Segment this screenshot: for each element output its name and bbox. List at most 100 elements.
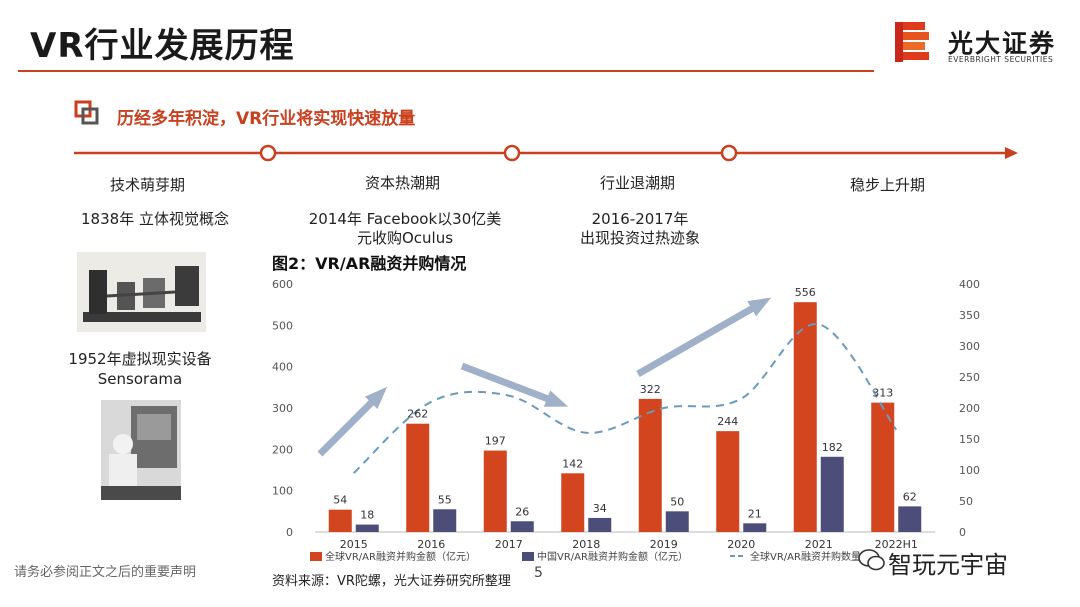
global-bar <box>793 302 817 532</box>
y-left-tick: 100 <box>272 485 293 498</box>
global-bar <box>638 398 662 532</box>
section-subtitle: 历经多年积淀，VR行业将实现快速放量 <box>117 109 416 129</box>
x-tick-label: 2019 <box>650 538 678 551</box>
global-bar <box>561 473 585 532</box>
y-left-tick: 600 <box>272 278 293 291</box>
y-left-tick: 500 <box>272 319 293 332</box>
y-left-tick: 200 <box>272 443 293 456</box>
figure-title: 图2：VR/AR融资并购情况 <box>272 254 467 273</box>
stage-label-2: 资本热潮期 <box>364 174 440 192</box>
stage-label-3: 行业退潮期 <box>599 174 675 192</box>
china-bar <box>665 511 689 532</box>
y-left-tick: 0 <box>286 526 293 539</box>
y-right-tick: 0 <box>959 526 966 539</box>
global-bar-label: 244 <box>717 415 738 428</box>
global-bar <box>483 450 507 532</box>
vr-ar-financing-chart: 0 100 200 300 400 500 600 0 50 100 150 200 250 300 35… <box>272 278 980 563</box>
y-right-tick: 250 <box>959 371 980 384</box>
disclaimer-link[interactable]: 请务必参阅正文之后的重要声明 <box>14 565 197 580</box>
wechat-icon <box>858 549 885 571</box>
y-right-tick: 200 <box>959 402 980 415</box>
x-tick-label: 2017 <box>495 538 523 551</box>
stage-desc-2-line2: 元收购Oculus <box>356 229 454 247</box>
stage-desc-2-line1: 2014年 Facebook以30亿美 <box>308 210 502 228</box>
global-bar-label: 54 <box>333 494 347 507</box>
y-left-tick: 300 <box>272 402 293 415</box>
x-tick-label: 2020 <box>727 538 755 551</box>
global-bar-label: 262 <box>407 408 428 421</box>
logo-subtext: EVERBRIGHT SECURITIES <box>948 55 1054 64</box>
y-right-tick: 300 <box>959 340 980 353</box>
trend-arrow-down <box>460 362 558 406</box>
sensorama-desc-line1: 1952年虚拟现实设备 <box>68 350 212 368</box>
x-tick-label: 2016 <box>417 538 445 551</box>
stage-desc-3-line2: 出现投资过热迹象 <box>579 229 700 247</box>
page-number: 5 <box>534 565 543 581</box>
source-note: 资料来源：VR陀螺，光大证券研究所整理 <box>272 574 511 589</box>
y-right-tick: 350 <box>959 309 980 322</box>
y-left-tick: 400 <box>272 361 293 374</box>
everbright-logo-icon <box>895 22 929 62</box>
section-bullet-icon <box>74 100 99 125</box>
trend-arrow-up-1 <box>317 393 381 457</box>
china-bar-label: 18 <box>360 509 374 522</box>
trend-arrow-down-head <box>543 390 569 407</box>
global-bar <box>871 402 895 532</box>
global-bar-label: 142 <box>562 457 583 470</box>
china-bar <box>433 509 457 532</box>
logo-text: 光大证券 <box>948 29 1057 58</box>
trend-arrow-up-2-head <box>747 297 772 317</box>
global-bar-label: 197 <box>485 435 506 448</box>
global-bar-label: 322 <box>640 383 661 396</box>
global-bar <box>716 431 740 532</box>
timeline-node-3 <box>720 144 738 162</box>
x-tick-label: 2021 <box>805 538 833 551</box>
timeline-node-2 <box>503 144 521 162</box>
x-tick-label: 2015 <box>340 538 368 551</box>
legend-label-1: 全球VR/AR融资并购金额（亿元） <box>325 550 476 563</box>
stage-label-4: 稳步上升期 <box>849 176 925 194</box>
global-bar <box>328 509 352 532</box>
page-title: VR行业发展历程 <box>30 26 295 66</box>
y-right-tick: 400 <box>959 278 980 291</box>
y-right-tick: 150 <box>959 433 980 446</box>
trend-arrow-up-1-head <box>365 386 388 409</box>
china-bar <box>588 517 612 532</box>
legend-swatch-1 <box>310 552 322 561</box>
x-tick-label: 2022H1 <box>875 538 918 551</box>
china-bar-label: 182 <box>822 441 843 454</box>
stage-desc-3-line1: 2016-2017年 <box>591 210 689 228</box>
logo <box>893 20 933 72</box>
china-bar <box>743 523 767 532</box>
global-count-line <box>353 323 898 474</box>
x-tick-label: 2018 <box>572 538 600 551</box>
china-bar-label: 55 <box>438 493 452 506</box>
stage-label-1: 技术萌芽期 <box>109 176 185 194</box>
legend-label-3: 全球VR/AR融资并购数量 <box>750 550 861 563</box>
y-right-tick: 100 <box>959 464 980 477</box>
china-bar-label: 34 <box>593 502 607 515</box>
y-right-tick: 50 <box>959 495 973 508</box>
timeline-axis <box>74 144 1018 162</box>
stereoscope-photo <box>77 252 206 332</box>
china-bar <box>898 506 922 532</box>
china-bar <box>355 524 379 532</box>
sensorama-photo <box>101 400 181 500</box>
legend-swatch-2 <box>522 552 534 561</box>
trend-arrow-up-2 <box>636 300 762 378</box>
china-bar-label: 50 <box>670 495 684 508</box>
china-bar-label: 26 <box>515 505 529 518</box>
global-bar <box>406 423 430 532</box>
timeline-node-1 <box>259 144 277 162</box>
china-bar-label: 21 <box>748 507 762 520</box>
wechat-account-label: 智玩元宇宙 <box>888 551 1008 579</box>
sensorama-desc-line2: Sensorama <box>97 370 183 388</box>
global-bar-label: 313 <box>872 387 893 400</box>
title-divider <box>18 70 874 72</box>
china-bar-label: 62 <box>903 490 917 503</box>
china-bar <box>510 521 534 532</box>
legend-label-2: 中国VR/AR融资并购金额（亿元） <box>537 550 688 563</box>
stage-desc-1: 1838年 立体视觉概念 <box>81 210 229 228</box>
global-bar-label: 556 <box>795 286 816 299</box>
china-bar <box>820 456 844 532</box>
